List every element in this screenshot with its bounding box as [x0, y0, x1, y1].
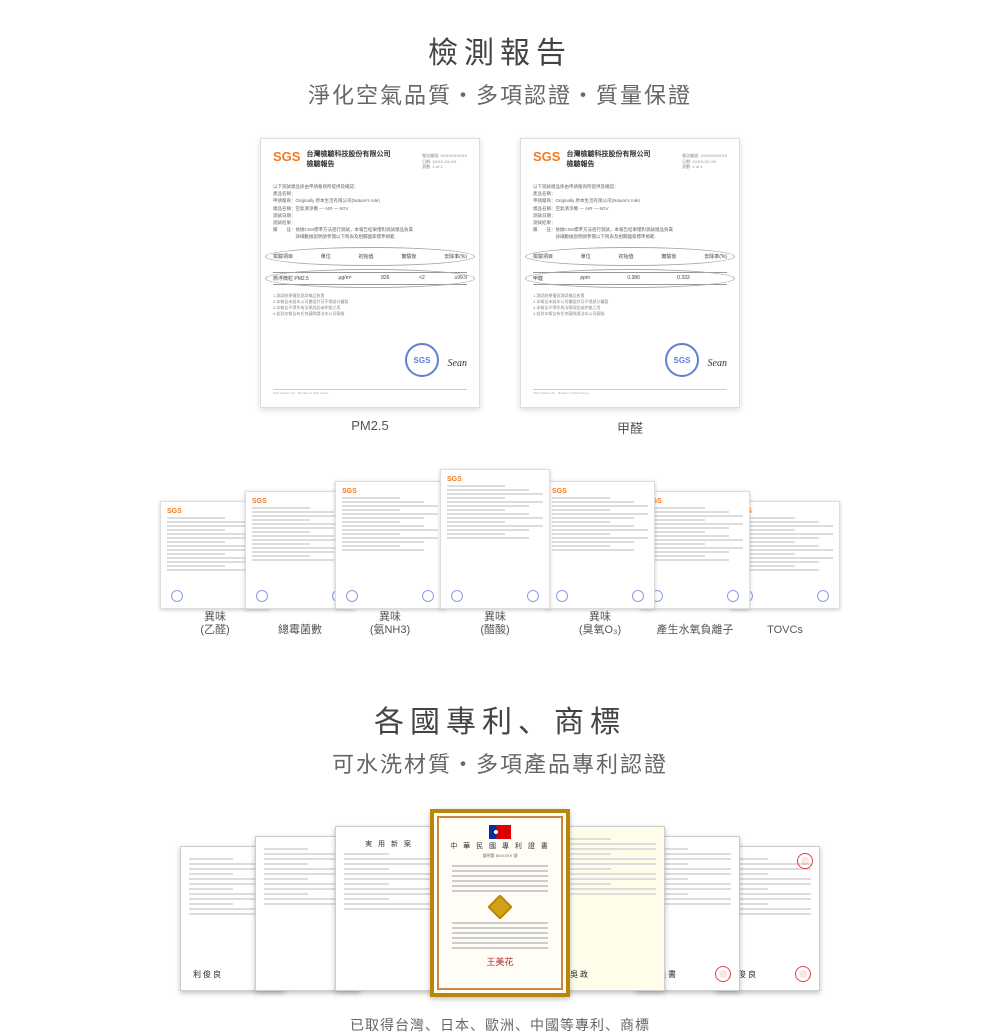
mini-cert-label: TOVCs — [730, 624, 840, 637]
patent-certificate: 吳 政 — [557, 826, 665, 991]
patent-certificate-main: 中 華 民 國 專 利 證 書 發明第 I6XXXXX 號 王美花 — [430, 809, 570, 997]
patents-section: 各國專利、商標 可水洗材質・多項產品專利認證 利 俊 良実 用 新 案吳 政高 … — [0, 697, 1000, 1035]
highlighted-result-row: 懸浮微粒 PM2.5μg/m³826<2≥99.9 — [273, 272, 467, 285]
minister-signature: 王美花 — [442, 955, 558, 968]
patent-signature: 利 俊 良 — [193, 969, 221, 980]
highlighted-result-row: 甲醛ppm0.3860.333 — [533, 272, 727, 285]
patent-fan: 利 俊 良実 用 新 案吳 政高 義 書利 俊 良 中 華 民 國 專 利 證 … — [0, 801, 1000, 1001]
sgs-org: 台灣檢驗科技股份有限公司檢驗報告 — [306, 149, 390, 169]
roc-flag-icon — [489, 825, 511, 839]
test-reports-section: 檢測報告 淨化空氣品質・多項認證・質量保證 SGS 台灣檢驗科技股份有限公司檢驗報… — [0, 0, 1000, 637]
sgs-logo: SGS — [273, 149, 300, 164]
mini-cert-label: 異味(醋酸) — [440, 611, 550, 637]
mini-certificate: SGS — [440, 469, 550, 609]
patent-caption: 已取得台灣、日本、歐洲、中國等專利、商標 — [0, 1015, 1000, 1035]
red-seal-icon — [795, 966, 811, 982]
mini-certificate: SGS — [335, 481, 445, 609]
mini-certificate: SGS — [545, 481, 655, 609]
signature: Sean — [708, 358, 727, 369]
patent-certificate: 実 用 新 案 — [335, 826, 443, 991]
red-seal-icon — [797, 853, 813, 869]
section1-title: 檢測報告 — [0, 28, 1000, 72]
patent-main-title: 中 華 民 國 專 利 證 書 — [442, 841, 558, 851]
sgs-stamp-icon: SGS — [405, 343, 439, 377]
mini-cert-label: 異味(臭氧O₃) — [545, 611, 655, 637]
patent-number: 發明第 I6XXXXX 號 — [442, 853, 558, 859]
cert-label: PM2.5 — [260, 418, 480, 433]
mini-cert-label: 異味(氨NH3) — [335, 611, 445, 637]
section2-title: 各國專利、商標 — [0, 697, 1000, 741]
mini-certificate: SGS — [640, 491, 750, 609]
section1-subtitle: 淨化空氣品質・多項認證・質量保證 — [0, 78, 1000, 110]
cert-label: 甲醛 — [520, 418, 740, 437]
signature: Sean — [448, 358, 467, 369]
patent-signature: 吳 政 — [570, 969, 588, 980]
sgs-certificate: SGS台灣檢驗科技股份有限公司檢驗報告報告編號: XXXXXXXXXX日期: X… — [260, 138, 480, 408]
mini-cert-fan: SGS異味(乙醛)SGS總霉菌數SGS異味(氨NH3)SGS異味(醋酸)SGS異… — [0, 467, 1000, 637]
main-cert-row: SGS台灣檢驗科技股份有限公司檢驗報告報告編號: XXXXXXXXXX日期: X… — [0, 138, 1000, 437]
sgs-certificate: SGS台灣檢驗科技股份有限公司檢驗報告報告編號: XXXXXXXXXX日期: X… — [520, 138, 740, 408]
sgs-stamp-icon: SGS — [665, 343, 699, 377]
section2-subtitle: 可水洗材質・多項產品專利認證 — [0, 747, 1000, 779]
red-seal-icon — [715, 966, 731, 982]
sgs-logo: SGS — [533, 149, 560, 164]
gold-seal-icon — [487, 894, 512, 919]
sgs-org: 台灣檢驗科技股份有限公司檢驗報告 — [566, 149, 650, 169]
